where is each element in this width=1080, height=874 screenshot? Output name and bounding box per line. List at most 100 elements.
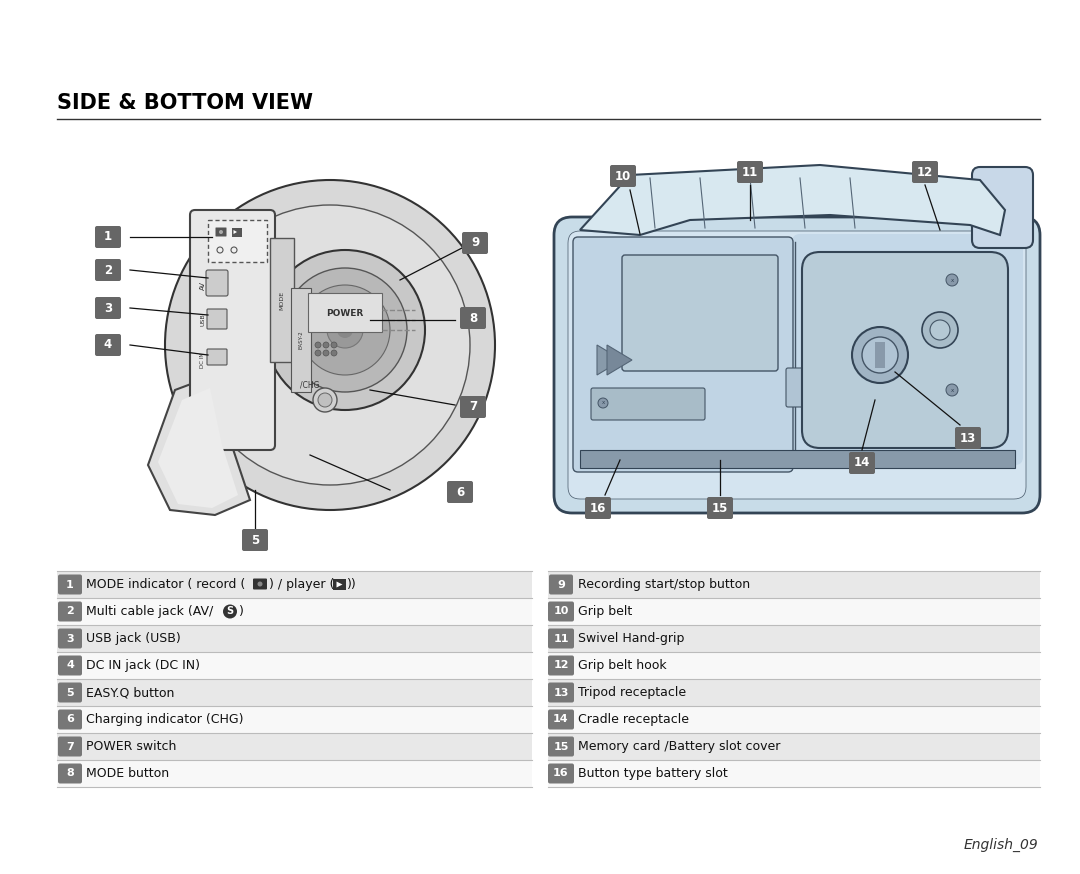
Text: English_09: English_09 xyxy=(963,838,1038,852)
Polygon shape xyxy=(148,375,249,515)
FancyBboxPatch shape xyxy=(849,452,875,474)
Text: 4: 4 xyxy=(66,661,73,670)
Text: 10: 10 xyxy=(553,607,569,616)
Polygon shape xyxy=(337,581,342,587)
Circle shape xyxy=(946,274,958,286)
Polygon shape xyxy=(158,388,238,508)
Circle shape xyxy=(265,250,426,410)
Text: 9: 9 xyxy=(557,579,565,589)
Text: 3: 3 xyxy=(104,302,112,315)
FancyBboxPatch shape xyxy=(875,342,885,368)
Circle shape xyxy=(598,398,608,408)
Circle shape xyxy=(323,350,329,356)
Polygon shape xyxy=(233,230,237,234)
Text: Cradle receptacle: Cradle receptacle xyxy=(578,713,689,726)
Circle shape xyxy=(315,350,321,356)
FancyBboxPatch shape xyxy=(57,652,532,679)
FancyBboxPatch shape xyxy=(802,252,1008,448)
FancyBboxPatch shape xyxy=(548,706,1040,733)
Circle shape xyxy=(165,180,495,510)
FancyBboxPatch shape xyxy=(95,297,121,319)
FancyBboxPatch shape xyxy=(548,628,573,649)
Circle shape xyxy=(219,230,222,234)
Text: 16: 16 xyxy=(553,768,569,779)
Text: EASY-2: EASY-2 xyxy=(298,330,303,350)
FancyBboxPatch shape xyxy=(549,574,573,594)
Text: Recording start/stop button: Recording start/stop button xyxy=(578,578,751,591)
FancyBboxPatch shape xyxy=(548,764,573,783)
FancyBboxPatch shape xyxy=(737,161,762,183)
Text: 15: 15 xyxy=(712,502,728,515)
FancyBboxPatch shape xyxy=(591,388,705,420)
Text: 10: 10 xyxy=(615,170,631,183)
Text: )): )) xyxy=(347,578,356,591)
Circle shape xyxy=(330,350,337,356)
Text: Grip belt hook: Grip belt hook xyxy=(578,659,666,672)
FancyBboxPatch shape xyxy=(95,259,121,281)
FancyBboxPatch shape xyxy=(568,231,1026,499)
Text: DC IN jack (DC IN): DC IN jack (DC IN) xyxy=(86,659,200,672)
FancyBboxPatch shape xyxy=(208,220,267,262)
FancyBboxPatch shape xyxy=(57,760,532,787)
Polygon shape xyxy=(597,345,622,375)
Text: 12: 12 xyxy=(917,165,933,178)
Text: 4: 4 xyxy=(104,338,112,351)
Text: 6: 6 xyxy=(66,715,73,725)
Text: S: S xyxy=(227,607,233,616)
Text: 1: 1 xyxy=(66,579,73,589)
FancyBboxPatch shape xyxy=(57,679,532,706)
Text: POWER: POWER xyxy=(326,309,364,317)
FancyBboxPatch shape xyxy=(610,165,636,187)
Text: MODE: MODE xyxy=(280,290,284,309)
FancyBboxPatch shape xyxy=(58,574,82,594)
Circle shape xyxy=(318,393,332,407)
FancyBboxPatch shape xyxy=(462,232,488,254)
FancyBboxPatch shape xyxy=(548,760,1040,787)
FancyBboxPatch shape xyxy=(58,737,82,757)
Text: Multi cable jack (AV/: Multi cable jack (AV/ xyxy=(86,605,213,618)
Text: POWER switch: POWER switch xyxy=(86,740,176,753)
FancyBboxPatch shape xyxy=(548,601,573,621)
FancyBboxPatch shape xyxy=(707,497,733,519)
Circle shape xyxy=(922,312,958,348)
FancyBboxPatch shape xyxy=(955,427,981,449)
Text: MODE indicator ( record (: MODE indicator ( record ( xyxy=(86,578,245,591)
Circle shape xyxy=(327,312,363,348)
FancyBboxPatch shape xyxy=(912,161,939,183)
Circle shape xyxy=(930,320,950,340)
FancyBboxPatch shape xyxy=(58,710,82,730)
FancyBboxPatch shape xyxy=(190,210,275,450)
FancyBboxPatch shape xyxy=(291,288,311,392)
FancyBboxPatch shape xyxy=(58,683,82,703)
Circle shape xyxy=(283,268,407,392)
FancyBboxPatch shape xyxy=(58,656,82,676)
Text: 13: 13 xyxy=(553,688,569,697)
Text: ) / player (: ) / player ( xyxy=(269,578,335,591)
Text: 11: 11 xyxy=(553,634,569,643)
Text: 8: 8 xyxy=(469,311,477,324)
FancyBboxPatch shape xyxy=(207,349,227,365)
FancyBboxPatch shape xyxy=(57,733,532,760)
FancyBboxPatch shape xyxy=(548,679,1040,706)
Text: 12: 12 xyxy=(553,661,569,670)
FancyBboxPatch shape xyxy=(460,307,486,329)
Text: /CHG: /CHG xyxy=(300,380,320,390)
FancyBboxPatch shape xyxy=(447,481,473,503)
FancyBboxPatch shape xyxy=(548,652,1040,679)
FancyBboxPatch shape xyxy=(972,167,1032,248)
Circle shape xyxy=(946,384,958,396)
FancyBboxPatch shape xyxy=(58,764,82,783)
FancyBboxPatch shape xyxy=(548,598,1040,625)
FancyBboxPatch shape xyxy=(548,733,1040,760)
Circle shape xyxy=(257,581,262,586)
Text: x: x xyxy=(950,387,954,392)
FancyBboxPatch shape xyxy=(548,625,1040,652)
Text: Grip belt: Grip belt xyxy=(578,605,632,618)
Text: Button type battery slot: Button type battery slot xyxy=(578,767,728,780)
Circle shape xyxy=(313,388,337,412)
Text: 2: 2 xyxy=(66,607,73,616)
Text: MODE button: MODE button xyxy=(86,767,170,780)
Text: DC IN: DC IN xyxy=(201,352,205,368)
FancyBboxPatch shape xyxy=(57,625,532,652)
FancyBboxPatch shape xyxy=(580,450,1015,468)
